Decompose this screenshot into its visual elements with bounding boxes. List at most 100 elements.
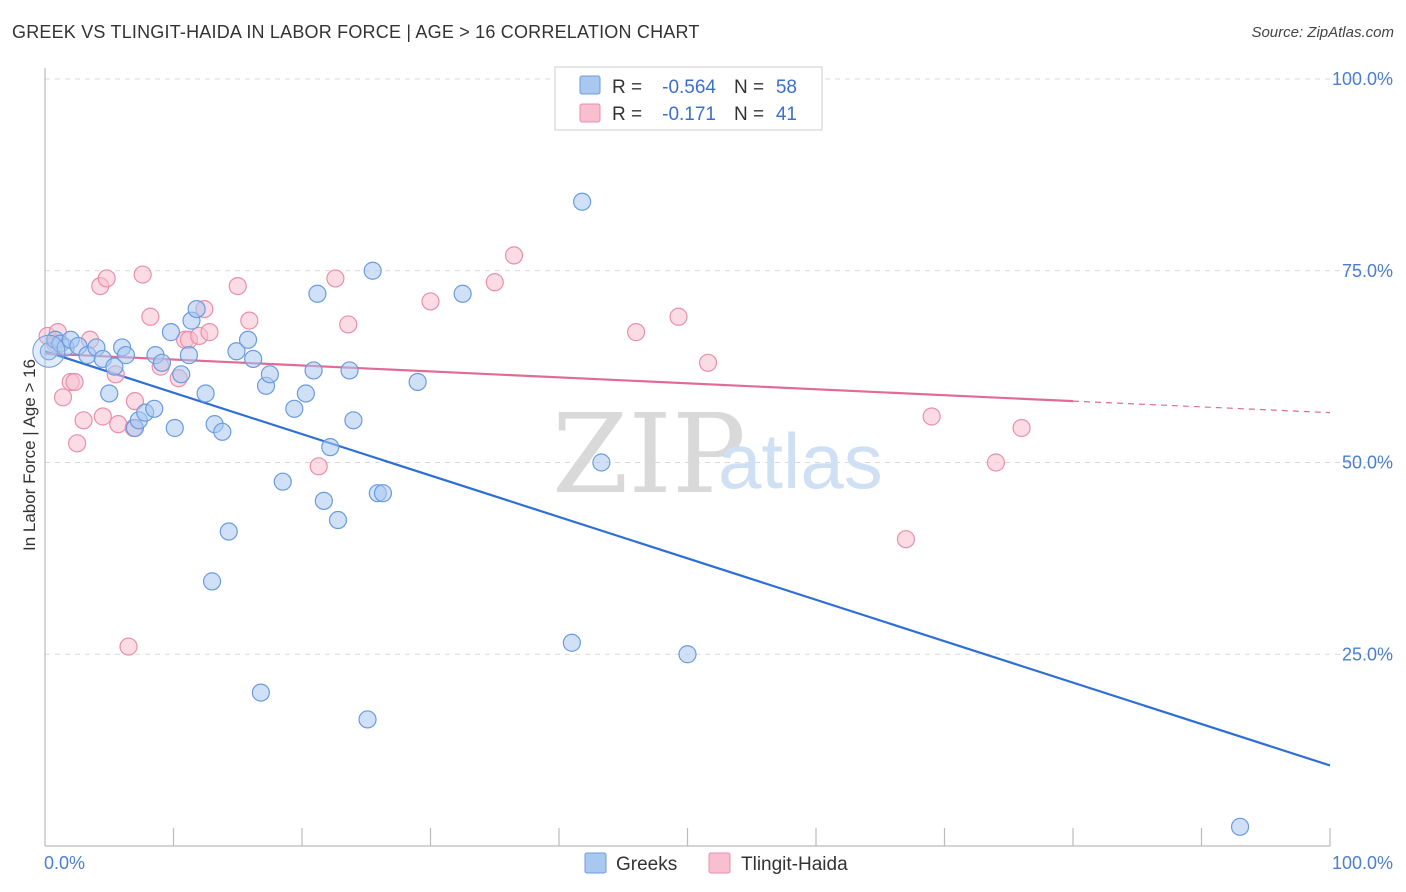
greeks-point xyxy=(260,365,279,384)
legend-tlingit-swatch xyxy=(708,852,731,874)
greeks-point xyxy=(678,645,697,664)
tlingit-haida-point xyxy=(922,407,941,426)
tlingit-haida-trend-line xyxy=(44,352,1074,403)
tlingit-haida-point xyxy=(93,407,112,426)
stats-greeks-swatch xyxy=(579,75,601,95)
tlingit-haida-point xyxy=(141,307,160,326)
greeks-point xyxy=(363,261,382,280)
greeks-point xyxy=(172,365,191,384)
tlingit-haida-point xyxy=(309,457,328,476)
tlingit-haida-point xyxy=(504,246,524,265)
tlingit-haida-point xyxy=(485,273,504,292)
greeks-points xyxy=(32,192,1250,836)
y-tick-label: 75.0% xyxy=(1342,261,1393,281)
greeks-point xyxy=(408,372,427,392)
legend-tlingit-label: Tlingit-Haida xyxy=(741,854,848,875)
greeks-point xyxy=(1230,817,1250,836)
trend-lines xyxy=(44,350,1331,767)
greeks-point xyxy=(328,510,348,530)
stats-tlingit-swatch xyxy=(579,103,601,123)
x-tick-label: 0.0% xyxy=(44,853,85,873)
greeks-point xyxy=(340,361,359,380)
stats-row1-r-label: R = xyxy=(612,77,642,98)
tlingit-haida-point xyxy=(119,637,138,656)
greeks-point xyxy=(238,330,258,349)
stats-row1-n-label: N = xyxy=(734,77,764,98)
tlingit-haida-point xyxy=(240,311,259,330)
greeks-point xyxy=(213,422,232,441)
x-tick-label: 100.0% xyxy=(1332,853,1393,873)
greeks-point xyxy=(187,300,206,319)
x-tick-labels: 0.0% 100.0% xyxy=(44,853,1393,873)
stats-row1-r-value: -0.564 xyxy=(662,77,716,98)
tlingit-haida-trend-extension xyxy=(1072,400,1331,414)
greeks-point xyxy=(344,411,363,430)
greeks-point xyxy=(152,353,172,372)
axes xyxy=(44,68,1331,847)
greeks-point xyxy=(573,192,592,211)
greeks-trend-line xyxy=(44,350,1331,767)
greeks-point xyxy=(202,572,222,591)
greeks-point xyxy=(592,453,611,472)
tlingit-haida-point xyxy=(669,307,688,326)
y-axis-label: In Labor Force | Age > 16 xyxy=(20,359,39,551)
greeks-point xyxy=(308,284,327,303)
greeks-point xyxy=(453,284,472,303)
greeks-point xyxy=(145,399,164,418)
greeks-point xyxy=(105,357,124,376)
watermark-zip: ZIP xyxy=(552,390,746,518)
y-tick-label: 25.0% xyxy=(1342,644,1393,664)
greeks-point xyxy=(285,399,304,418)
legend-greeks-swatch xyxy=(584,852,607,874)
tlingit-haida-point xyxy=(200,323,219,342)
greeks-point xyxy=(321,438,340,457)
stats-row1-n-value: 58 xyxy=(776,77,797,98)
y-tick-labels: 25.0% 50.0% 75.0% 100.0% xyxy=(1332,69,1393,664)
greeks-point xyxy=(116,346,136,365)
legend-greeks-label: Greeks xyxy=(616,854,677,875)
greeks-point xyxy=(304,361,323,380)
greeks-point xyxy=(296,384,315,403)
greeks-point xyxy=(314,491,333,510)
greeks-point xyxy=(562,633,581,652)
tlingit-haida-point xyxy=(698,353,718,372)
tlingit-haida-point xyxy=(326,269,345,288)
greeks-point xyxy=(251,683,270,702)
source-credit: Source: ZipAtlas.com xyxy=(1251,24,1394,41)
y-tick-label: 100.0% xyxy=(1332,69,1393,89)
greeks-point xyxy=(358,710,377,729)
greeks-point xyxy=(227,342,246,361)
greeks-point xyxy=(32,334,66,368)
greeks-point xyxy=(196,384,215,403)
greeks-point xyxy=(165,418,184,438)
greeks-point xyxy=(373,484,393,503)
y-tick-label: 50.0% xyxy=(1342,453,1393,473)
tlingit-haida-point xyxy=(68,434,87,453)
greeks-point xyxy=(161,323,181,342)
stats-row2-n-label: N = xyxy=(734,104,764,125)
tlingit-haida-point xyxy=(65,372,84,392)
stats-box: R = -0.564 N = 58 R = -0.171 N = 41 xyxy=(554,66,823,131)
greeks-point xyxy=(244,349,263,369)
tlingit-haida-point xyxy=(133,265,152,284)
stats-row2-r-label: R = xyxy=(612,104,642,125)
tlingit-haida-point xyxy=(626,323,646,342)
tlingit-haida-point xyxy=(986,453,1006,472)
chart-title: GREEK VS TLINGIT-HAIDA IN LABOR FORCE | … xyxy=(12,22,700,42)
tlingit-haida-point xyxy=(125,392,145,411)
tlingit-haida-point xyxy=(109,415,128,434)
greeks-point xyxy=(219,522,238,541)
legend: Greeks Tlingit-Haida xyxy=(584,852,848,875)
tlingit-haida-point xyxy=(74,411,93,430)
greeks-point xyxy=(179,346,199,365)
tlingit-haida-point xyxy=(97,269,116,288)
stats-row2-r-value: -0.171 xyxy=(662,104,716,125)
greeks-point xyxy=(100,384,119,403)
tlingit-haida-point xyxy=(1012,418,1031,438)
grid-lines xyxy=(45,78,1392,655)
tlingit-haida-point xyxy=(339,315,358,334)
greeks-point xyxy=(273,472,292,491)
tlingit-haida-point xyxy=(421,292,440,311)
tlingit-haida-point xyxy=(53,388,73,407)
